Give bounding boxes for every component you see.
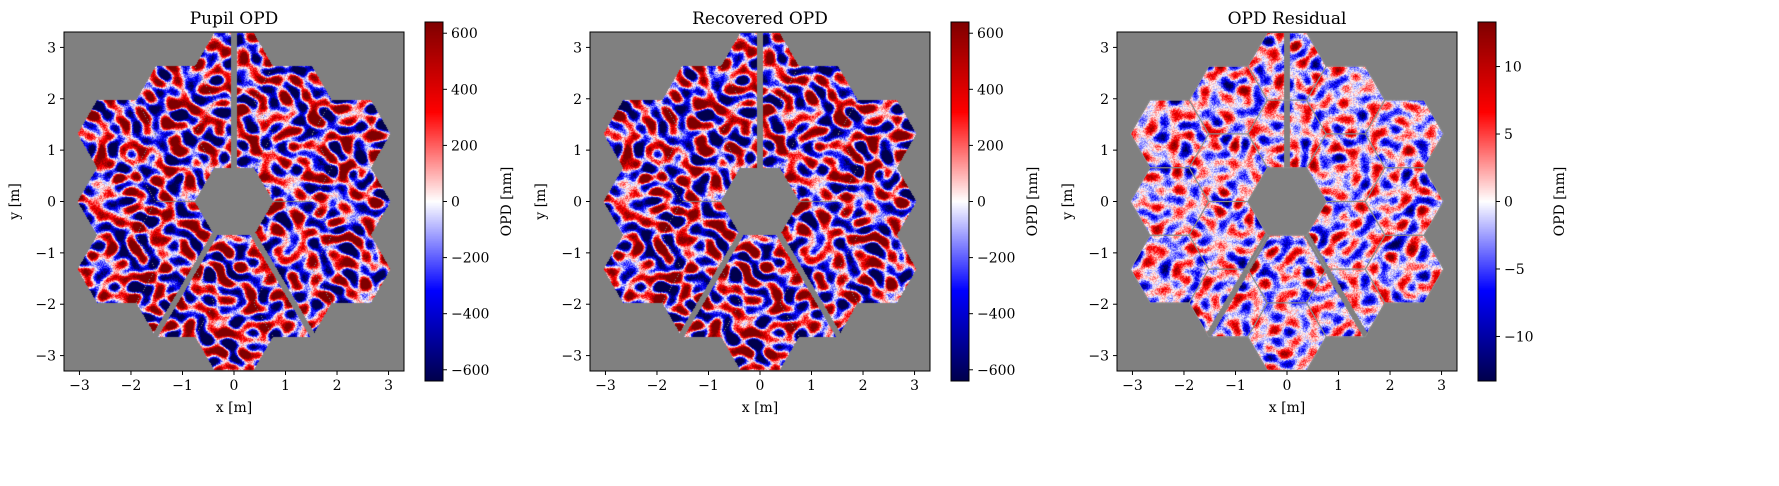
colorbar-label: OPD [nm] <box>1552 167 1568 237</box>
colorbar-tick-label: 600 <box>451 26 478 42</box>
x-tick-label: 0 <box>1283 378 1292 394</box>
y-tick-label: −3 <box>561 349 582 365</box>
x-tick-label: −2 <box>1174 378 1195 394</box>
x-tick-label: 2 <box>333 378 342 394</box>
colorbar-tick-label: 0 <box>977 195 986 211</box>
colorbar-label: OPD [nm] <box>1025 167 1041 237</box>
x-tick-label: 1 <box>1334 378 1343 394</box>
x-axis-label: x [m] <box>216 400 253 416</box>
panel-2: −3 −2 −1 0 1 2 3 −3 −2 −1 0 1 2 3 Recovered OPD x [m] y … <box>533 9 1041 416</box>
x-tick-label: 1 <box>281 378 290 394</box>
colorbar-tick-label: 5 <box>1504 127 1513 143</box>
y-axis-label: y [m] <box>7 183 23 221</box>
y-tick-label: 2 <box>47 92 56 108</box>
y-axis-label: y [m] <box>533 183 549 221</box>
y-tick-label: 3 <box>573 40 582 56</box>
opd-heatmap <box>590 32 930 371</box>
x-tick-label: 1 <box>807 378 816 394</box>
opd-heatmap <box>64 32 404 371</box>
y-tick-label: −2 <box>35 297 56 313</box>
y-tick-label: 2 <box>1100 92 1109 108</box>
y-tick-label: 3 <box>47 40 56 56</box>
colorbar-tick-label: −200 <box>977 251 1015 267</box>
x-tick-label: −3 <box>595 378 616 394</box>
colorbar-tick-label: −5 <box>1504 262 1525 278</box>
y-tick-label: 0 <box>47 195 56 211</box>
x-axis-label: x [m] <box>742 400 779 416</box>
chart-title: Recovered OPD <box>692 9 828 29</box>
y-tick-label: −3 <box>35 349 56 365</box>
x-tick-label: −1 <box>1225 378 1246 394</box>
colorbar-label: OPD [nm] <box>499 167 515 237</box>
colorbar-gradient <box>425 22 443 381</box>
colorbar-tick-label: −600 <box>451 363 489 379</box>
x-tick-label: 0 <box>756 378 765 394</box>
x-tick-label: 3 <box>1437 378 1446 394</box>
y-tick-label: −1 <box>561 246 582 262</box>
colorbar-tick-label: 10 <box>1504 60 1522 76</box>
x-tick-label: −2 <box>121 378 142 394</box>
y-tick-label: −1 <box>35 246 56 262</box>
panel-1: −3 −2 −1 0 1 2 3 −3 −2 −1 0 1 2 3 Pupil OPD x [m] y [m] −… <box>7 9 515 416</box>
x-tick-label: −3 <box>69 378 90 394</box>
colorbar-tick-label: −400 <box>451 307 489 323</box>
y-tick-label: 3 <box>1100 40 1109 56</box>
x-tick-label: 0 <box>230 378 239 394</box>
chart-title: Pupil OPD <box>190 9 279 29</box>
y-tick-label: 1 <box>573 143 582 159</box>
x-tick-label: −2 <box>647 378 668 394</box>
y-tick-label: −1 <box>1088 246 1109 262</box>
segment-outline <box>1364 99 1445 169</box>
colorbar-tick-label: 200 <box>451 138 478 154</box>
colorbar-tick-label: 0 <box>1504 195 1513 211</box>
colorbar-tick-label: −10 <box>1504 329 1534 345</box>
colorbar-tick-label: 400 <box>977 82 1004 98</box>
colorbar-tick-label: −600 <box>977 363 1015 379</box>
y-tick-label: −2 <box>561 297 582 313</box>
x-tick-label: 2 <box>1386 378 1395 394</box>
colorbar-tick-label: 0 <box>451 195 460 211</box>
x-tick-label: 3 <box>910 378 919 394</box>
y-tick-label: −2 <box>1088 297 1109 313</box>
x-tick-label: 2 <box>859 378 868 394</box>
x-tick-label: −3 <box>1122 378 1143 394</box>
colorbar-gradient <box>951 22 969 381</box>
colorbar-tick-label: −400 <box>977 307 1015 323</box>
opd-heatmap <box>1117 32 1457 371</box>
y-tick-label: 1 <box>1100 143 1109 159</box>
x-axis-label: x [m] <box>1269 400 1306 416</box>
x-tick-label: −1 <box>172 378 193 394</box>
y-tick-label: 0 <box>1100 195 1109 211</box>
y-axis-label: y [m] <box>1060 183 1076 221</box>
y-tick-label: 1 <box>47 143 56 159</box>
colorbar-tick-label: 600 <box>977 26 1004 42</box>
y-tick-label: 2 <box>573 92 582 108</box>
y-tick-label: 0 <box>573 195 582 211</box>
colorbar-tick-label: −200 <box>451 251 489 267</box>
x-tick-label: 3 <box>384 378 393 394</box>
colorbar-tick-label: 400 <box>451 82 478 98</box>
chart-title: OPD Residual <box>1228 9 1347 29</box>
x-tick-label: −1 <box>698 378 719 394</box>
colorbar-tick-label: 200 <box>977 138 1004 154</box>
y-tick-label: −3 <box>1088 349 1109 365</box>
colorbar-gradient <box>1478 22 1496 381</box>
